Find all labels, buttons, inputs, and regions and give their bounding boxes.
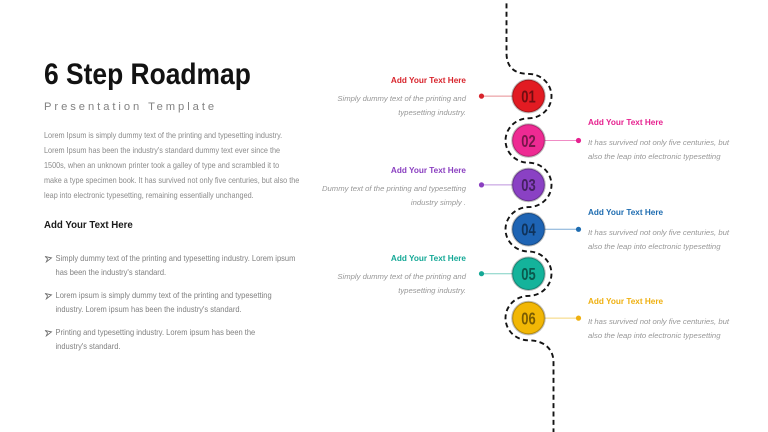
svg-text:06: 06 [521,309,536,329]
svg-text:03: 03 [521,176,536,196]
svg-text:05: 05 [521,265,536,285]
svg-text:02: 02 [521,132,536,152]
svg-text:04: 04 [521,221,536,241]
svg-text:01: 01 [521,87,536,107]
